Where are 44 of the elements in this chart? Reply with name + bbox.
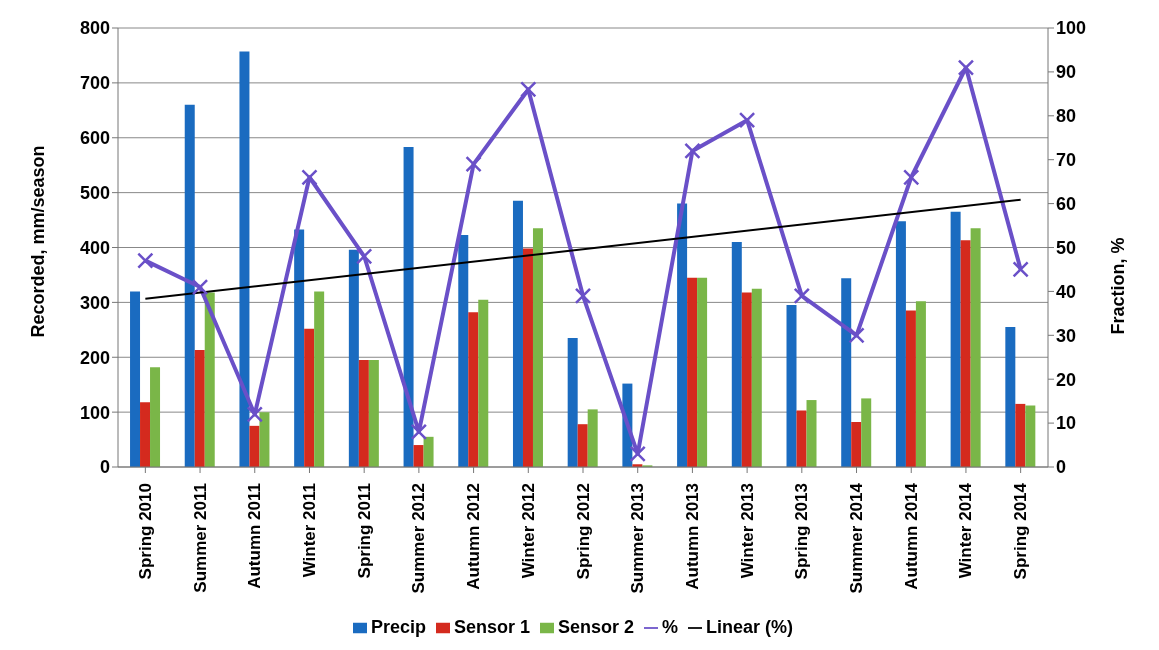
y-tick-label: 100 <box>79 402 110 423</box>
y-tick-label: 600 <box>79 128 110 149</box>
y-tick-label: 500 <box>79 183 110 204</box>
y-tick-label: 0 <box>99 457 110 478</box>
legend-label: Sensor 1 <box>453 617 530 637</box>
y2-tick-label: 70 <box>1056 150 1077 171</box>
y2-axis-title: Fraction, % <box>1108 237 1129 335</box>
x-tick-label: Autumn 2014 <box>901 482 921 590</box>
x-tick-label: Spring 2014 <box>1011 482 1031 580</box>
y-tick-label: 400 <box>79 237 110 258</box>
y-tick-label: 800 <box>79 18 110 39</box>
x-tick-label: Spring 2010 <box>135 483 155 580</box>
x-tick-label: Spring 2012 <box>573 483 593 580</box>
x-tick-label: Winter 2012 <box>518 483 538 579</box>
y2-tick-label: 80 <box>1056 106 1077 127</box>
legend-label: Linear (%) <box>706 617 794 637</box>
y2-tick-label: 40 <box>1056 281 1077 302</box>
y2-tick-label: 100 <box>1056 18 1087 39</box>
y2-tick-label: 30 <box>1056 325 1077 346</box>
x-tick-label: Summer 2013 <box>628 483 648 594</box>
x-tick-label: Summer 2011 <box>190 483 210 593</box>
x-tick-label: Spring 2013 <box>792 483 812 580</box>
x-tick-label: Winter 2014 <box>956 482 976 579</box>
x-tick-label: Autumn 2012 <box>464 483 484 590</box>
y-tick-label: 300 <box>79 292 110 313</box>
y2-tick-label: 20 <box>1056 369 1077 390</box>
y-tick-label: 700 <box>79 73 110 94</box>
y-axis-title: Recorded, mm/season <box>28 145 49 338</box>
y-tick-label: 200 <box>79 347 110 368</box>
x-tick-label: Summer 2012 <box>409 483 429 594</box>
legend-label: Precip <box>370 617 426 637</box>
y2-tick-label: 90 <box>1056 62 1077 83</box>
x-tick-label: Autumn 2011 <box>245 483 265 589</box>
y2-tick-label: 50 <box>1056 237 1077 258</box>
x-tick-label: Summer 2014 <box>847 482 867 594</box>
legend-label: % <box>662 617 679 637</box>
y2-tick-label: 0 <box>1056 457 1067 478</box>
x-tick-label: Spring 2011 <box>354 483 374 579</box>
x-tick-label: Autumn 2013 <box>682 483 702 590</box>
x-tick-label: Winter 2013 <box>737 483 757 579</box>
legend-label: Sensor 2 <box>558 617 635 637</box>
y2-tick-label: 60 <box>1056 193 1077 214</box>
x-tick-label: Winter 2011 <box>299 483 319 578</box>
y2-tick-label: 10 <box>1056 413 1077 434</box>
